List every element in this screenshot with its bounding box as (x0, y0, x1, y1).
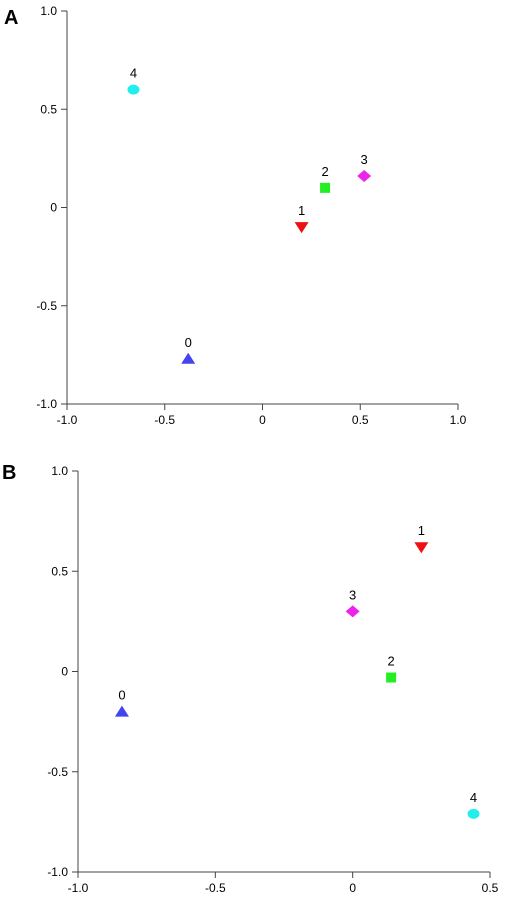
point-label-1: 1 (298, 203, 305, 218)
x-tick-label: 0.5 (352, 413, 369, 427)
x-tick-label: -1.0 (68, 881, 89, 895)
chart-panel-a: A 1.0 0.5 0 -0.5 -1.0-1.0 -0.5 0 0.5 1.0 0 1 2 3 4 (4, 4, 467, 427)
point-label-4: 4 (130, 66, 137, 81)
x-tick-label: 0 (349, 881, 356, 895)
y-tick-label: 1.0 (40, 4, 57, 18)
x-tick-label: -0.5 (205, 881, 226, 895)
x-tick-label: 1.0 (450, 413, 467, 427)
data-point-2 (320, 182, 331, 193)
y-tick-label: 1.0 (51, 464, 68, 478)
point-label-1: 1 (418, 523, 425, 538)
y-tick-label: 0 (50, 201, 57, 215)
data-point-4 (127, 84, 140, 95)
y-tick-label: -0.5 (36, 299, 57, 313)
point-label-2: 2 (388, 654, 395, 669)
data-point-1 (294, 222, 309, 234)
point-label-0: 0 (118, 688, 125, 703)
data-point-1 (414, 542, 429, 554)
data-point-0 (181, 352, 196, 364)
point-label-4: 4 (470, 790, 477, 805)
data-point-3 (357, 170, 372, 183)
y-tick-label: -1.0 (36, 397, 57, 411)
panel-label: B (2, 462, 16, 484)
x-tick-label: 0 (259, 413, 266, 427)
y-tick-label: 0.5 (40, 102, 57, 116)
y-tick-label: 0 (61, 665, 68, 679)
data-point-2 (386, 672, 397, 683)
point-label-3: 3 (361, 152, 368, 167)
x-tick-label: 0.5 (482, 881, 499, 895)
data-point-0 (114, 705, 129, 717)
data-point-3 (345, 605, 360, 618)
y-tick-label: -1.0 (47, 865, 68, 879)
y-tick-label: 0.5 (51, 564, 68, 578)
y-tick-label: -0.5 (47, 765, 68, 779)
x-tick-label: -0.5 (154, 413, 175, 427)
x-tick-label: -1.0 (57, 413, 78, 427)
data-point-4 (467, 808, 480, 819)
point-label-2: 2 (321, 164, 328, 179)
chart-panel-b: B 1.0 0.5 0 -0.5 -1.0-1.0 -0.5 0 0.5 0 1 2 3 4 (2, 462, 499, 895)
panel-label: A (4, 7, 18, 29)
point-label-3: 3 (349, 587, 356, 602)
point-label-0: 0 (185, 335, 192, 350)
